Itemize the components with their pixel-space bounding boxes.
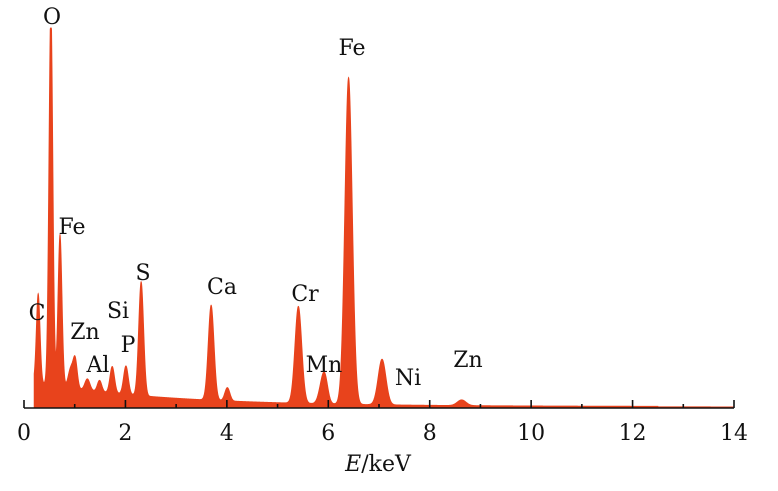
peak-label-o: O [43, 5, 61, 30]
peak-labels: C O Fe Zn Al Si P S Ca Cr Mn Fe Ni Zn [29, 5, 483, 391]
x-tick-label: 0 [17, 421, 31, 446]
peak-label-fe: Fe [58, 215, 85, 240]
peak-label-c: C [29, 301, 46, 326]
x-tick-label: 10 [517, 421, 545, 446]
peak-label-zn: Zn [453, 348, 482, 373]
peak-label-zn: Zn [70, 320, 99, 345]
x-tick-label: 4 [220, 421, 234, 446]
x-tick-label: 2 [118, 421, 132, 446]
peak-label-al: Al [86, 353, 110, 378]
spectrum-area [33, 27, 734, 409]
peak-label-s: S [135, 261, 150, 286]
spectrum-layer [33, 27, 734, 409]
peak-label-si: Si [107, 299, 129, 324]
x-axis-label-symbol: E [344, 452, 361, 477]
peak-label-ni: Ni [395, 366, 421, 391]
x-axis-label: E/keV [344, 452, 412, 477]
peak-label-ca: Ca [207, 275, 237, 300]
peak-label-cr: Cr [291, 282, 319, 307]
x-tick-label: 8 [423, 421, 437, 446]
x-tick-label: 6 [321, 421, 335, 446]
x-tick-label: 12 [619, 421, 647, 446]
x-axis-label-unit: /keV [361, 452, 412, 477]
peak-label-p: P [121, 333, 136, 358]
x-tick-label: 14 [720, 421, 748, 446]
peak-label-mn: Mn [306, 353, 343, 378]
x-ticks: 0 2 4 6 8 10 12 14 [17, 400, 748, 446]
peak-label-fe: Fe [338, 36, 365, 61]
